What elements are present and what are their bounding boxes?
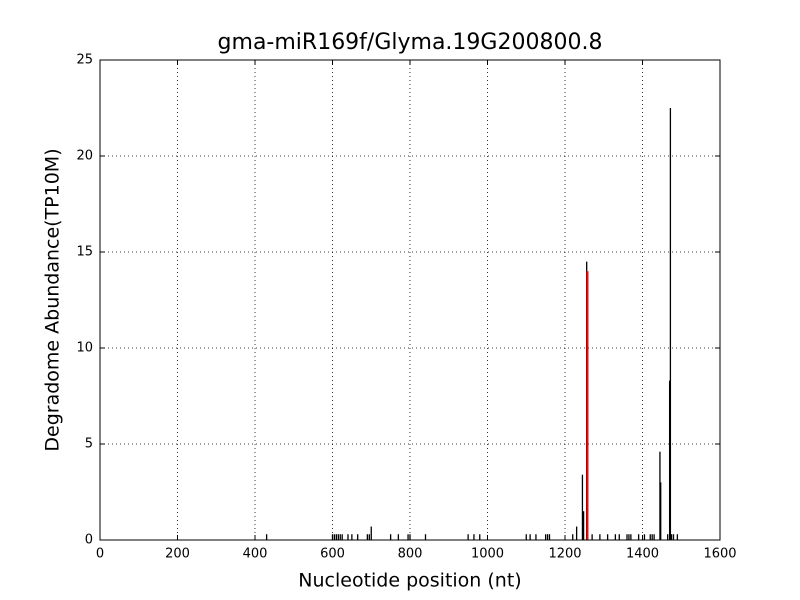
x-tick-label: 1000 [471, 547, 504, 562]
axes-frame [99, 59, 721, 541]
x-tick-label: 800 [398, 547, 423, 562]
y-tick-label: 25 [76, 53, 93, 68]
x-tick-label: 1600 [703, 547, 736, 562]
y-tick-label: 5 [85, 437, 93, 452]
y-tick-label: 0 [85, 533, 93, 548]
x-tick-label: 1400 [626, 547, 659, 562]
x-tick-label: 600 [320, 547, 345, 562]
y-tick-label: 15 [76, 245, 93, 260]
y-tick-label: 20 [76, 149, 93, 164]
y-axis-label: Degradome Abundance(TP10M) [42, 148, 64, 451]
x-tick-label: 200 [165, 547, 190, 562]
x-tick-label: 1200 [548, 547, 581, 562]
y-tick-label: 10 [76, 341, 93, 356]
chart-title: gma-miR169f/Glyma.19G200800.8 [218, 30, 603, 55]
x-tick-label: 400 [243, 547, 268, 562]
x-tick-label: 0 [96, 547, 104, 562]
x-axis-label: Nucleotide position (nt) [298, 570, 521, 592]
